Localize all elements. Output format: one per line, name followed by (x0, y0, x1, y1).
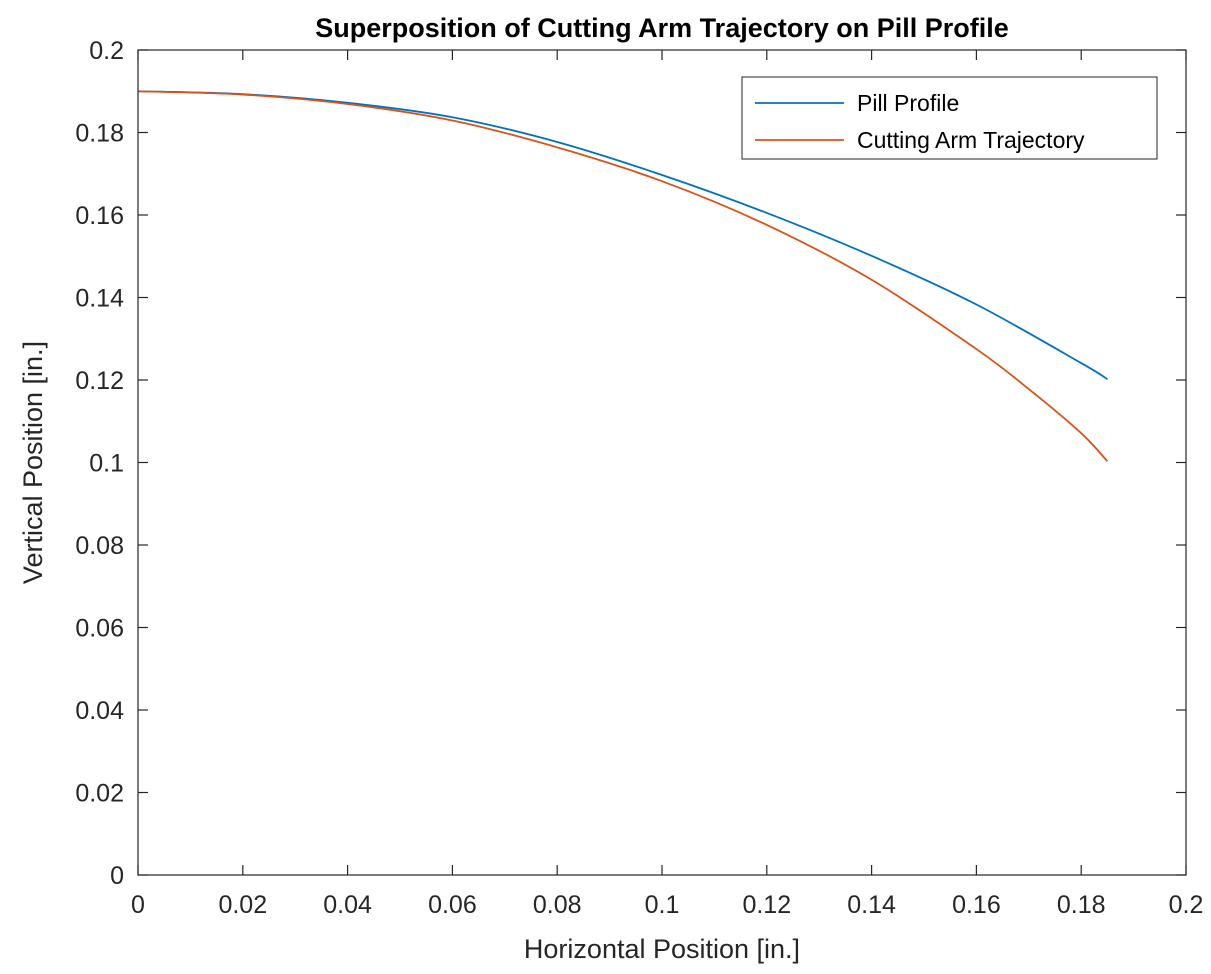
series-layer (137, 90, 1109, 462)
y-tick-label: 0.12 (75, 367, 124, 395)
y-tick-label: 0.06 (75, 615, 124, 643)
x-tick-label: 0.08 (533, 891, 582, 919)
x-tick-label: 0.04 (323, 891, 372, 919)
y-axis-label: Vertical Position [in.] (18, 341, 48, 584)
series-line-2 (137, 90, 1109, 462)
legend: Pill Profile Cutting Arm Trajectory (741, 76, 1158, 160)
y-tick-label: 0.14 (75, 285, 124, 313)
y-tick-label: 0.02 (75, 780, 124, 808)
x-tick-label: 0.1 (645, 891, 680, 919)
y-tick-label: 0.16 (75, 202, 124, 230)
x-tick-label: 0.18 (1057, 891, 1106, 919)
x-tick-label: 0.12 (742, 891, 791, 919)
x-axis-label: Horizontal Position [in.] (524, 934, 800, 964)
y-tick-label: 0.1 (89, 450, 124, 478)
legend-label: Pill Profile (857, 90, 959, 116)
y-tick-label: 0.2 (89, 37, 124, 65)
x-tick-label: 0 (131, 891, 145, 919)
legend-box (741, 76, 1158, 160)
y-tick-label: 0.08 (75, 532, 124, 560)
y-tick-label: 0 (110, 862, 124, 890)
x-tick-label: 0.14 (847, 891, 896, 919)
plot-area (138, 50, 1186, 875)
y-tick-label: 0.04 (75, 697, 124, 725)
x-tick-label: 0.16 (952, 891, 1001, 919)
x-tick-label: 0.2 (1169, 891, 1204, 919)
ticks-layer: 0 0.02 0.04 0.06 0.08 0.1 0.12 0.14 0.16 0.18 0.2 0… (75, 37, 1203, 919)
y-tick-label: 0.18 (75, 120, 124, 148)
x-tick-label: 0.02 (218, 891, 267, 919)
chart-title: Superposition of Cutting Arm Trajectory … (315, 13, 1009, 43)
x-tick-label: 0.06 (428, 891, 477, 919)
legend-label: Cutting Arm Trajectory (857, 127, 1085, 153)
